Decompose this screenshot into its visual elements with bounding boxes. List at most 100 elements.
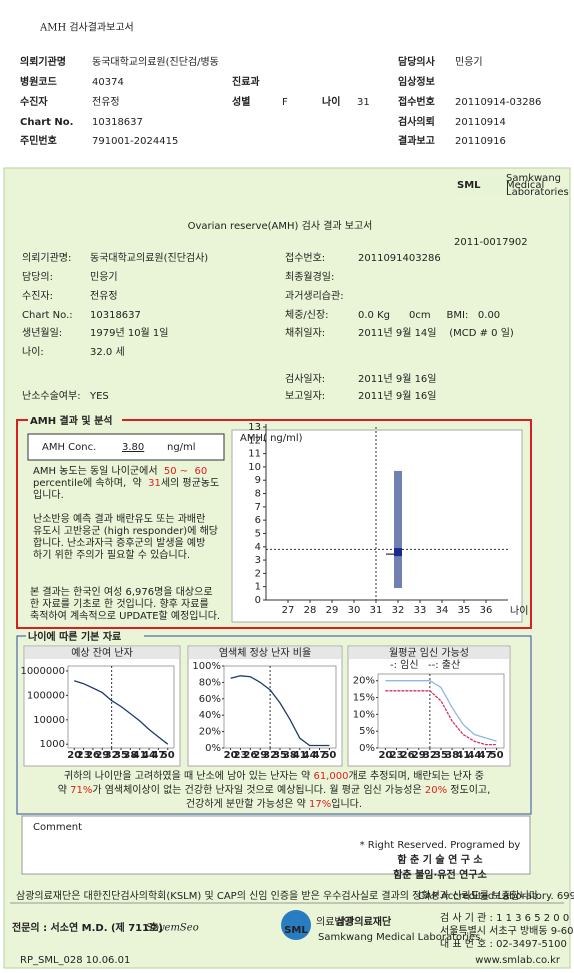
field-value: 전유정 — [92, 96, 120, 108]
y-tick-label: 13 — [248, 422, 261, 433]
summary-line: 건강하게 분만할 가능성은 약 17%입니다. — [186, 797, 362, 810]
basic-title-bg — [26, 630, 144, 642]
field-label: 병원코드 — [20, 75, 57, 88]
logo-sub: Samkwang — [506, 173, 561, 184]
x-tick-label: 50 — [161, 750, 175, 761]
org-logo-text: SML — [284, 925, 308, 936]
accreditation: 삼광의료재단은 대한진단검사의학회(KSLM) 및 CAP의 신임 인증을 받은… — [16, 889, 541, 902]
y-tick-label: 1000 — [40, 739, 65, 750]
text-segment: 31 — [148, 478, 161, 489]
info-label: 보고일자: — [285, 390, 325, 402]
y-tick-label: 7 — [255, 502, 261, 513]
info-value: 동국대학교의료원(진단검사) — [90, 252, 208, 264]
x-tick-label: 20 — [67, 750, 81, 761]
org-prefix: 의료법인 — [316, 916, 353, 928]
y-tick-label: 1000000 — [20, 666, 65, 677]
field-label: 임상정보 — [398, 75, 435, 88]
summary-line: 귀하의 나이만을 고려하였을 때 난소에 남아 있는 난자는 약 61,000개… — [64, 769, 484, 782]
x-tick-label: 35 — [114, 750, 128, 761]
signature: SoyemSeo — [146, 923, 199, 934]
field-label: 수진자 — [20, 95, 48, 108]
contact-line: 대 표 번 호 : 02-3497-5100 — [440, 938, 567, 950]
conc-box — [27, 433, 225, 461]
y-tick-label: 3 — [255, 555, 261, 566]
text-segment: 가 염색체이상이 없는 건강한 난자일 것으로 예상됩니다. 월 평균 임신 가… — [92, 783, 425, 796]
x-tick-label: 26 — [86, 750, 100, 761]
line-series — [385, 680, 497, 742]
x-tick-label: 50 — [490, 750, 504, 761]
y-axis-label: AMH( ng/ml) — [240, 433, 303, 444]
text-segment: percentile에 속하며, 약 — [33, 476, 148, 489]
y-tick-label: 0% — [359, 743, 375, 754]
x-tick-label: 23 — [390, 750, 404, 761]
x-tick-label: 23 — [234, 750, 248, 761]
y-tick-label: 0% — [205, 743, 221, 754]
point — [394, 548, 402, 557]
x-tick-label: 47 — [151, 750, 165, 761]
y-tick-label: 10000 — [33, 715, 65, 726]
x-tick-label: 38 — [283, 750, 297, 761]
field-label: 담당의사 — [398, 55, 436, 68]
info-value: 2011년 9월 16일 — [358, 390, 437, 402]
logo-sub: Medical — [506, 180, 544, 191]
x-tick-label: 41 — [133, 750, 147, 761]
info-label: 난소수술여부: — [22, 390, 81, 402]
para-line: 합니다. 난소과자극 증후군의 발생을 예방 — [33, 537, 205, 549]
x-axis-label: 나이 — [510, 605, 528, 617]
cap-note: CAP Accredited Laboratory. 69944-01 — [418, 891, 574, 902]
contact-line: 검 사 기 관 : 1 1 3 6 5 2 0 0 — [440, 912, 569, 924]
x-tick-label: 44 — [142, 750, 156, 761]
info-label: 채취일자: — [285, 327, 325, 339]
text-segment: 입니다. — [331, 797, 362, 810]
field-value: 40374 — [92, 77, 124, 88]
text-segment: 정도이고, — [447, 784, 490, 796]
text-segment: AMH 농도는 동일 나이군에서 — [33, 465, 164, 477]
field-label: 성별 — [232, 95, 250, 108]
x-tick-label: 47 — [313, 750, 327, 761]
x-tick-label: 38 — [123, 750, 137, 761]
y-tick-label: 10 — [248, 462, 261, 473]
x-tick-label: 26 — [243, 750, 257, 761]
field-value: 10318637 — [92, 117, 143, 128]
info-label: 체중/신장: — [285, 309, 329, 321]
form-code: RP_SML_028 10.06.01 — [20, 955, 130, 966]
y-tick-label: 9 — [255, 475, 261, 486]
specialist: 전문의 : 서소연 M.D. (제 711호) — [12, 921, 163, 934]
text-segment: 귀하의 나이만을 고려하였을 때 난소에 남아 있는 난자는 약 — [64, 769, 313, 782]
amh-title-bg — [28, 414, 122, 426]
info-label: 접수번호: — [285, 252, 325, 264]
info-label: 과거생리습관: — [285, 290, 344, 302]
amh-box — [16, 419, 532, 629]
text-segment: 50 ~ 60 — [164, 466, 207, 477]
x-tick-label: 30 — [348, 605, 361, 616]
para-line: 본 결과는 한국인 여성 6,976명을 대상으로 — [30, 586, 213, 598]
para-line: percentile에 속하며, 약 31세의 평균농도 — [33, 476, 219, 489]
range-bar — [394, 470, 402, 589]
x-tick-label: 26 — [401, 750, 415, 761]
field-label: 나이 — [322, 95, 340, 108]
line-series — [74, 680, 169, 745]
info-value: 0.0 Kg 0cm BMI: 0.00 — [358, 310, 500, 321]
field-label: 진료과 — [232, 75, 260, 88]
text-segment: 17% — [309, 799, 331, 810]
info-label: 담당의: — [22, 271, 53, 283]
y-tick-label: 15% — [353, 693, 375, 704]
x-tick-label: 35 — [458, 605, 471, 616]
y-tick-label: 10% — [353, 709, 375, 720]
x-tick-label: 28 — [304, 605, 317, 616]
conc-unit: ng/ml — [167, 442, 196, 453]
info-value: 10318637 — [90, 310, 141, 321]
chart-title: 염색체 정상 난자 비율 — [219, 647, 311, 659]
org-logo — [281, 910, 311, 940]
field-label: 검사의뢰 — [398, 115, 435, 128]
info-value: YES — [89, 391, 109, 402]
doc-number: 2011-0017902 — [454, 237, 528, 248]
logo-bg — [456, 175, 522, 195]
x-tick-label: 50 — [322, 750, 336, 761]
x-tick-label: 29 — [412, 750, 426, 761]
x-tick-label: 38 — [445, 750, 459, 761]
contact-line: 서울특별시 서초구 방배동 9-60 — [440, 925, 573, 937]
x-tick-label: 32 — [105, 750, 119, 761]
conc-value: 3.80 — [122, 442, 144, 453]
